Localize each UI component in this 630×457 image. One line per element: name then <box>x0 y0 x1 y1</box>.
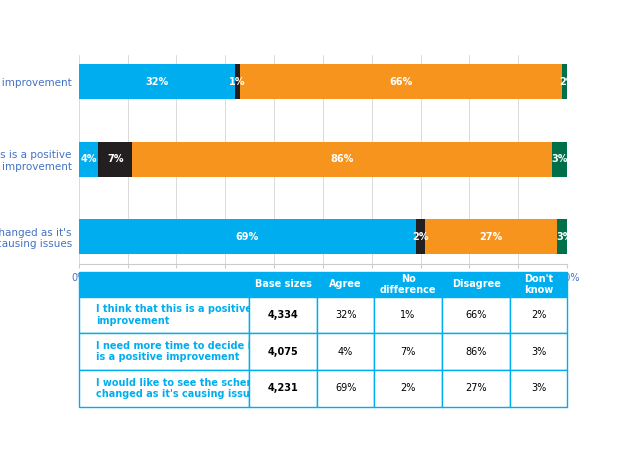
Text: 2%: 2% <box>412 232 429 242</box>
Bar <box>562 64 572 99</box>
Bar <box>553 142 567 176</box>
Text: 2%: 2% <box>559 77 575 87</box>
Text: 7%: 7% <box>107 154 123 164</box>
Bar <box>425 219 558 254</box>
Text: 66%: 66% <box>389 77 413 87</box>
Bar <box>416 219 425 254</box>
Bar <box>240 64 562 99</box>
Bar <box>79 64 235 99</box>
Legend: Agree, No difference, Disagree, Don't know: Agree, No difference, Disagree, Don't kn… <box>143 298 503 317</box>
Bar <box>558 219 572 254</box>
Bar <box>98 142 132 176</box>
Text: 32%: 32% <box>146 77 168 87</box>
Text: 27%: 27% <box>479 232 503 242</box>
Bar <box>79 219 416 254</box>
Text: 86%: 86% <box>331 154 354 164</box>
Bar <box>79 142 98 176</box>
Bar <box>235 64 240 99</box>
Text: 4%: 4% <box>80 154 97 164</box>
Bar <box>132 142 553 176</box>
Text: 3%: 3% <box>556 232 573 242</box>
Text: 1%: 1% <box>229 77 246 87</box>
Text: 3%: 3% <box>551 154 568 164</box>
Text: 69%: 69% <box>236 232 259 242</box>
